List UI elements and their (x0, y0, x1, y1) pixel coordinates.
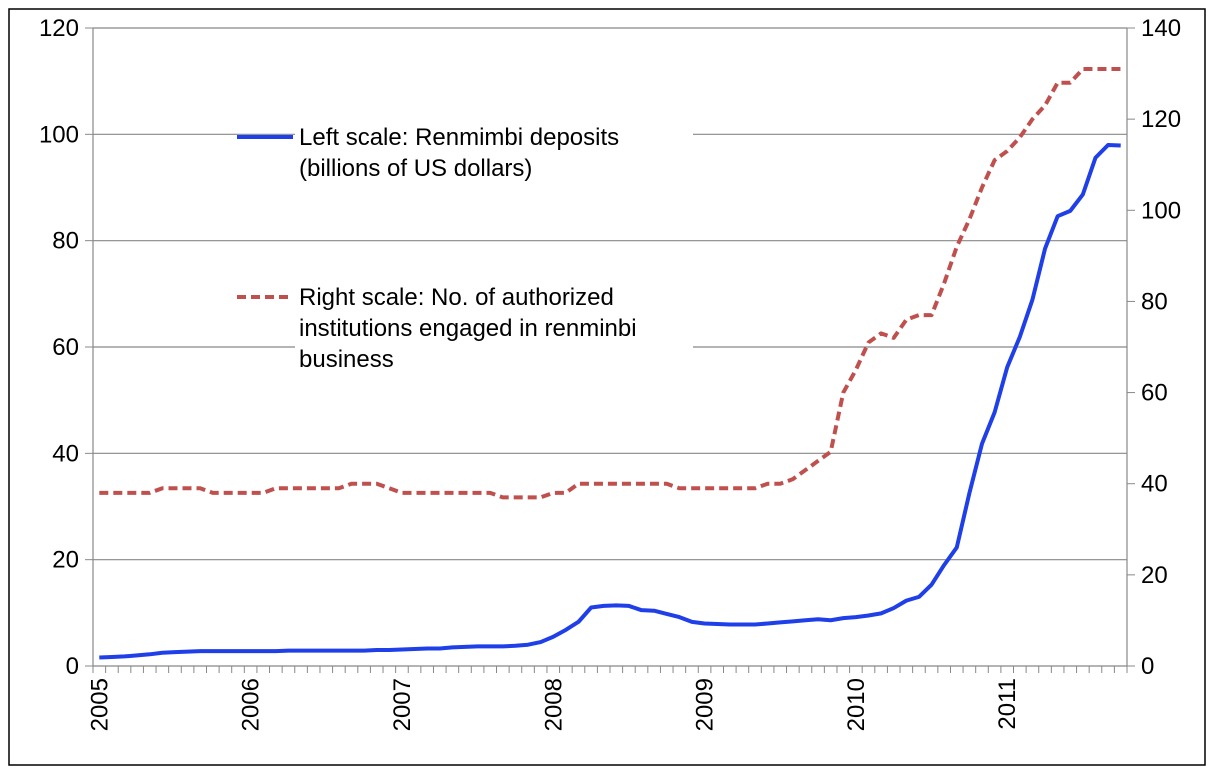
x-tick-label: 2005 (86, 678, 113, 731)
grid (93, 27, 1127, 561)
x-tick-label: 2011 (994, 678, 1021, 730)
y-tick-label: 100 (39, 121, 79, 148)
y2-tick-label: 80 (1141, 288, 1168, 315)
y-tick-label: 120 (39, 15, 79, 42)
x-tick-label: 2010 (843, 678, 870, 731)
y2-tick-label: 120 (1141, 106, 1181, 133)
y-tick-label: 40 (52, 440, 79, 467)
y-tick-label: 0 (66, 653, 79, 680)
x-tick-label: 2008 (540, 678, 567, 731)
y2-tick-label: 20 (1141, 562, 1168, 589)
data-line (99, 67, 1121, 500)
x-tick-label: 2007 (389, 678, 416, 731)
y2-tick-label: 100 (1141, 197, 1181, 224)
y-tick-label: 60 (52, 334, 79, 361)
y-tick-label: 80 (52, 228, 79, 255)
y2-tick-label: 40 (1141, 471, 1168, 498)
y-tick-label: 20 (52, 547, 79, 574)
x-tick-label: 2006 (238, 678, 265, 731)
y2-tick-label: 0 (1141, 653, 1154, 680)
y2-tick-label: 140 (1141, 15, 1181, 42)
legend-entry: Right scale: No. of authorized instituti… (295, 282, 693, 375)
data-line (99, 142, 1121, 660)
chart-border (8, 8, 1206, 766)
y2-tick-label: 60 (1141, 380, 1168, 407)
x-tick-label: 2009 (692, 678, 719, 731)
legend-entry: Left scale: Renmimbi deposits (billions … (295, 122, 693, 184)
